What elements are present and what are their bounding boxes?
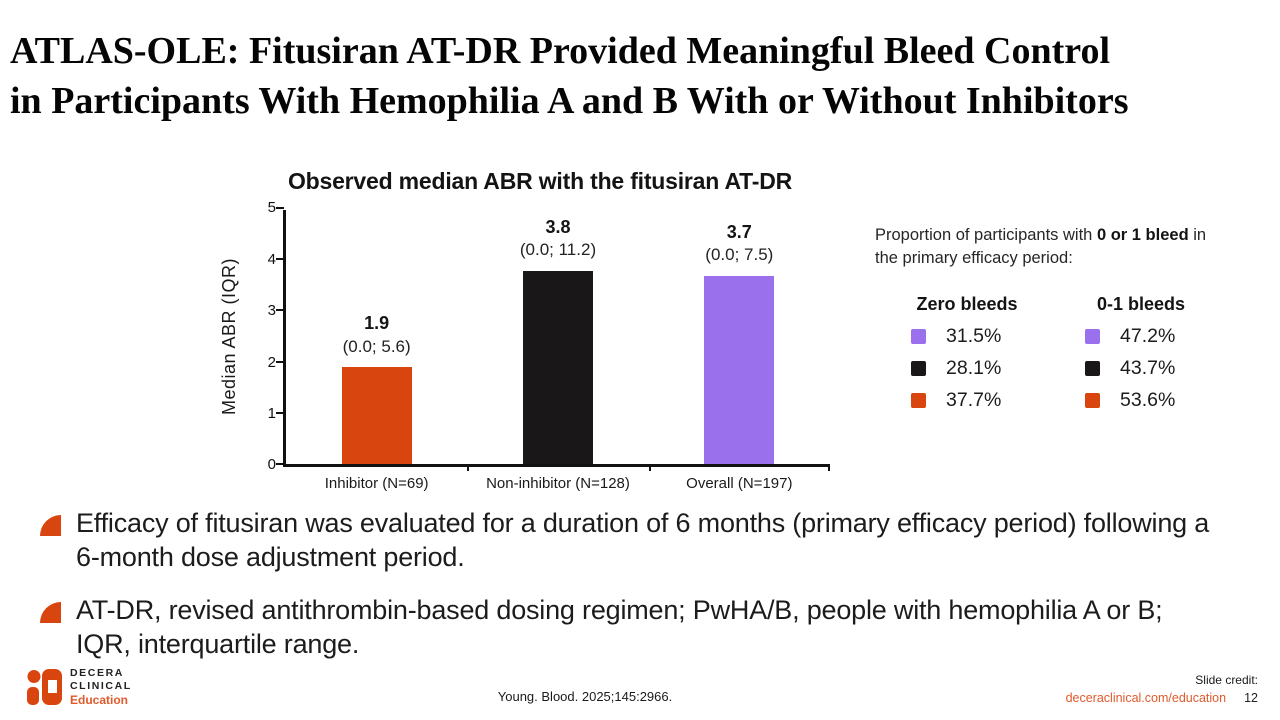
y-tick-0: 0 <box>267 456 276 473</box>
bar-overall <box>704 276 775 464</box>
bullet-text: AT-DR, revised antithrombin-based dosing… <box>76 595 1163 660</box>
x-tick-mark <box>467 464 470 471</box>
bar-value-inhibitor: 1.9 <box>364 313 390 334</box>
legend-row: 53.6% <box>1077 389 1205 412</box>
bar-iqr-non-inhibitor: (0.0; 11.2) <box>519 240 597 260</box>
credit-link[interactable]: deceraclinical.com/education <box>1065 691 1227 706</box>
black-swatch-icon <box>1085 361 1100 376</box>
x-tick-mark <box>828 464 830 471</box>
y-axis-label-wrap: Median ABR (IQR) <box>216 210 242 464</box>
y-tick-mark <box>276 258 284 260</box>
y-tick-1: 1 <box>267 405 276 422</box>
orange-swatch-icon <box>911 393 926 408</box>
bullet-marker-icon <box>40 602 61 624</box>
y-tick-5: 5 <box>267 199 276 216</box>
logo-line-3: Education <box>70 693 129 707</box>
legend-value: 47.2% <box>1120 325 1176 347</box>
legend-value: 53.6% <box>1120 389 1176 411</box>
proportion-intro-prefix: Proportion of participants with <box>875 226 1097 244</box>
orange-swatch-icon <box>1085 393 1100 408</box>
bar-value-non-inhibitor: 3.8 <box>545 216 571 237</box>
bar-group-inhibitor: 1.9 (0.0; 5.6) Inhibitor (N=69) <box>286 210 467 492</box>
legend-row: 37.7% <box>903 389 1031 412</box>
bar-iqr-overall: (0.0; 7.5) <box>705 245 774 265</box>
legend-header-zero-bleeds: Zero bleeds <box>916 294 1018 314</box>
chart-title: Observed median ABR with the fitusiran A… <box>287 168 793 194</box>
y-tick-2: 2 <box>267 354 276 371</box>
x-category-non-inhibitor: Non-inhibitor (N=128) <box>486 475 630 492</box>
bar-group-non-inhibitor: 3.8 (0.0; 11.2) Non-inhibitor (N=128) <box>467 210 648 492</box>
bar-inhibitor <box>341 367 412 464</box>
legend-value: 28.1% <box>946 357 1002 379</box>
bar-chart-plot: Median ABR (IQR) 0 1 2 3 4 5 1.9 (0.0; 5… <box>219 199 830 492</box>
legend-value: 43.7% <box>1120 357 1176 379</box>
x-tick-mark <box>648 464 651 471</box>
citation: Young. Blood. 2025;145:2966. <box>497 689 673 704</box>
legend-value: 37.7% <box>946 389 1002 411</box>
bar-iqr-inhibitor: (0.0; 5.6) <box>342 336 411 356</box>
legend-header-0-1-bleeds: 0-1 bleeds <box>1096 294 1186 314</box>
bar-group-overall: 3.7 (0.0; 7.5) Overall (N=197) <box>649 210 830 492</box>
slide-title: ATLAS-OLE: Fitusiran AT-DR Provided Mean… <box>10 26 1270 126</box>
decera-logo: DECERA CLINICAL Education <box>26 667 132 708</box>
black-swatch-icon <box>911 361 926 376</box>
bar-non-inhibitor <box>522 270 593 464</box>
legend-column-zero-bleeds: Zero bleeds 31.5% 28.1% 37.7% <box>903 294 1031 421</box>
y-tick-mark <box>276 309 284 311</box>
y-tick-mark <box>276 463 284 465</box>
y-axis-label: Median ABR (IQR) <box>218 258 239 416</box>
bullet-text: Efficacy of fitusiran was evaluated for … <box>76 508 1210 573</box>
y-tick-mark <box>276 207 284 209</box>
slide-title-line-2: in Participants With Hemophilia A and B … <box>10 80 1129 123</box>
legend-row: 43.7% <box>1077 357 1205 380</box>
x-category-overall: Overall (N=197) <box>686 475 793 492</box>
slide-credit: Slide credit: deceraclinical.com/educati… <box>1066 671 1258 708</box>
decera-logo-text: DECERA CLINICAL Education <box>70 667 132 708</box>
proportion-intro-bold: 0 or 1 bleed <box>1096 226 1189 244</box>
bar-labels-non-inhibitor: 3.8 (0.0; 11.2) <box>520 215 596 262</box>
bullet-marker-icon <box>40 515 61 536</box>
purple-swatch-icon <box>911 329 926 344</box>
proportion-legend: Zero bleeds 31.5% 28.1% 37.7% 0-1 bleeds… <box>903 294 1205 421</box>
bullet-item: AT-DR, revised antithrombin-based dosing… <box>40 593 1220 661</box>
slide-title-line-1: ATLAS-OLE: Fitusiran AT-DR Provided Mean… <box>10 30 1110 72</box>
legend-row: 28.1% <box>903 357 1031 380</box>
logo-line-1: DECERA <box>70 666 124 679</box>
x-category-inhibitor: Inhibitor (N=69) <box>324 475 429 492</box>
bullet-list: Efficacy of fitusiran was evaluated for … <box>40 506 1220 680</box>
y-tick-3: 3 <box>267 302 276 319</box>
decera-logo-icon <box>27 669 62 706</box>
slide-credit-label: Slide credit: <box>1195 673 1258 688</box>
legend-row: 31.5% <box>903 325 1031 348</box>
proportion-intro-suffix: in the primary efficacy period: <box>875 226 1207 268</box>
bar-value-overall: 3.7 <box>726 221 752 242</box>
y-tick-mark <box>276 412 284 414</box>
legend-row: 47.2% <box>1077 325 1205 348</box>
proportion-intro-text: Proportion of participants with 0 or 1 b… <box>875 224 1223 271</box>
y-tick-4: 4 <box>267 251 276 268</box>
legend-column-0-1-bleeds: 0-1 bleeds 47.2% 43.7% 53.6% <box>1077 294 1205 421</box>
slide-credit-line: deceraclinical.com/education 12 <box>1066 689 1258 708</box>
page-number: 12 <box>1244 691 1258 706</box>
bar-labels-inhibitor: 1.9 (0.0; 5.6) <box>343 311 411 358</box>
legend-value: 31.5% <box>946 325 1002 347</box>
logo-line-2: CLINICAL <box>70 679 132 692</box>
bullet-item: Efficacy of fitusiran was evaluated for … <box>40 506 1220 574</box>
y-tick-mark <box>276 361 284 363</box>
purple-swatch-icon <box>1085 329 1100 344</box>
bar-labels-overall: 3.7 (0.0; 7.5) <box>705 220 773 267</box>
